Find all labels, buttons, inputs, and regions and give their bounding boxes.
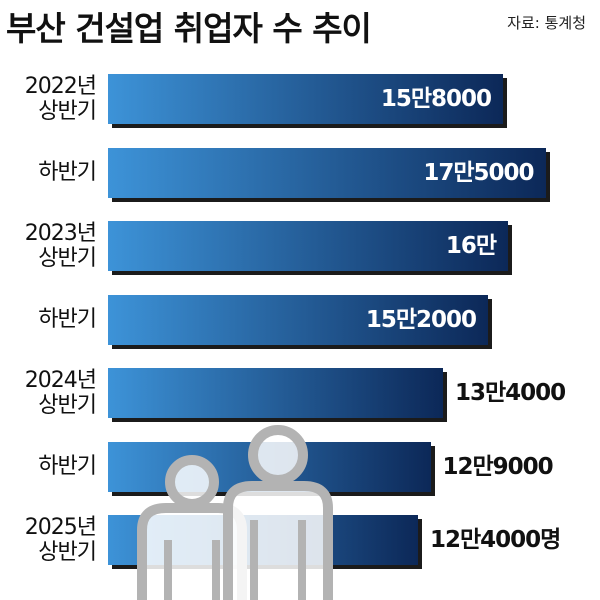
value-label: 12만9000: [442, 453, 554, 480]
chart-title: 부산 건설업 취업자 수 추이: [6, 9, 372, 48]
value-label: 17만5000: [423, 159, 534, 186]
category-label: 하반기: [38, 160, 97, 185]
category-label: 하반기: [38, 454, 97, 479]
category-label: 하반기: [38, 307, 97, 332]
bar: [108, 74, 503, 124]
value-label: 15만2000: [365, 306, 477, 333]
bar: [108, 368, 443, 418]
bar: [108, 147, 546, 198]
bar: [108, 294, 488, 345]
value-label: 16만: [445, 233, 497, 259]
value-label: 15만8000: [380, 86, 492, 112]
category-label: 2024년 상반기: [24, 368, 97, 418]
category-label: 2025년 상반기: [24, 515, 97, 565]
source-note: 자료: 통계청: [507, 14, 586, 32]
category-label: 2022년 상반기: [24, 74, 97, 124]
category-label: 2023년 상반기: [24, 221, 97, 271]
value-label: 13만4000: [455, 380, 566, 406]
value-label: 12만4000명: [430, 527, 561, 553]
bar: [108, 221, 508, 271]
